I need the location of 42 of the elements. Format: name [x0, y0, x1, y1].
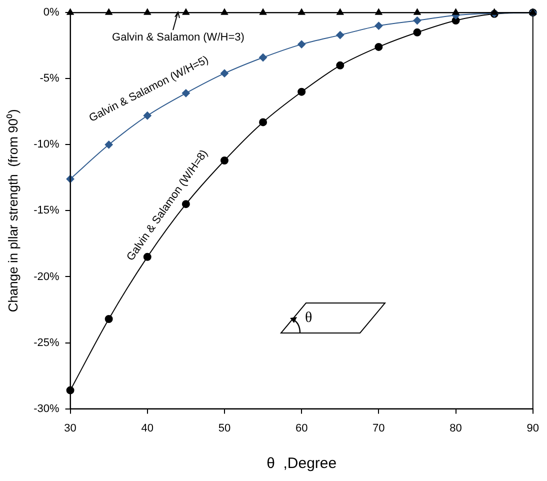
point [336, 61, 344, 70]
y-axis-title: Change in pllar strength (from 90⁰) [5, 109, 20, 312]
x-tick-label: 40 [141, 422, 154, 434]
point [104, 314, 113, 323]
point [374, 42, 383, 51]
point [143, 112, 152, 120]
x-tick-label: 50 [218, 422, 231, 434]
point [298, 88, 306, 96]
point [298, 40, 306, 48]
point [259, 54, 268, 62]
x-tick-label: 80 [450, 422, 462, 434]
y-tick-label: -20% [34, 270, 60, 283]
point [452, 8, 460, 15]
y-tick-label: -10% [34, 138, 60, 151]
point [104, 140, 113, 149]
point [259, 118, 268, 126]
point [260, 8, 267, 15]
point [220, 69, 228, 78]
x-tick-label: 70 [372, 422, 385, 434]
legend-label: Galvin & Salamon (W/H=3) [112, 32, 244, 44]
y-tick-label: -5% [40, 72, 60, 85]
y-tick-label: -25% [34, 336, 60, 349]
point [375, 8, 382, 15]
point [413, 28, 422, 36]
x-tick-label: 60 [295, 422, 308, 434]
x-axis-title: θ ,Degree [266, 455, 337, 472]
point [182, 89, 190, 98]
point [490, 8, 498, 15]
x-tick-label: 30 [64, 422, 76, 434]
annotation: θ [305, 310, 312, 327]
y-tick-label: -15% [34, 204, 60, 217]
point [105, 8, 112, 15]
point [374, 22, 383, 30]
x-tick-label: 90 [526, 422, 540, 434]
point [413, 16, 422, 25]
y-tick-label: 0% [43, 6, 60, 19]
point [182, 200, 190, 208]
point [336, 31, 344, 40]
point [220, 8, 228, 15]
point [414, 8, 421, 15]
y-tick-label: -30% [34, 402, 60, 415]
point [220, 156, 228, 165]
